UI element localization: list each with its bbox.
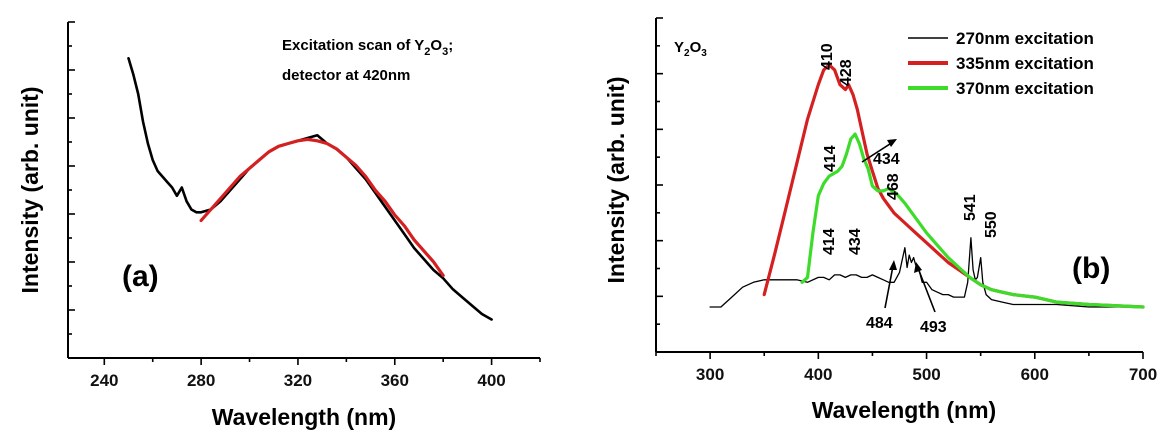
panel-a-x-axis-title: Wavelength (nm) <box>212 404 396 430</box>
panel-a-annotation-line1: Excitation scan of Y2O3; <box>282 37 453 58</box>
x-tick-label: 700 <box>1129 365 1157 384</box>
panel-b-label: (b) <box>1072 252 1110 285</box>
legend-label-370nm: 370nm excitation <box>956 79 1094 98</box>
panel-a-series-0-line <box>127 57 493 321</box>
panel-a-series-1-line <box>199 137 445 278</box>
panel-b-legend: 270nm excitation 335nm excitation 370nm … <box>908 29 1094 98</box>
arrow-434 <box>861 141 894 163</box>
panel-a-label: (a) <box>122 260 159 293</box>
panel-a: 240 280 320 360 400 Wavelength (nm) Intensit… <box>17 21 541 430</box>
peak-label-434-upper: 434 <box>873 151 900 168</box>
arrowhead-493 <box>914 262 922 273</box>
legend-label-270nm: 270nm excitation <box>956 29 1094 48</box>
panel-a-y-axis-title: Intensity (arb. unit) <box>17 87 43 294</box>
x-tick-label: 400 <box>804 365 832 384</box>
x-tick-label: 400 <box>477 371 505 390</box>
panel-a-series <box>127 57 493 321</box>
arrow-493 <box>917 267 936 313</box>
panel-b-y-axis-title: Intensity (arb. unit) <box>603 77 629 284</box>
peak-label-493: 493 <box>920 319 947 336</box>
panel-a-annotation-line2: detector at 420nm <box>282 67 410 84</box>
peak-label-414-lower: 414 <box>821 228 838 255</box>
panel-b-peak-labels: 410 428 434 414 468 414 434 541 550 484 … <box>819 43 1000 336</box>
panel-b-y-ticks <box>656 17 663 353</box>
arrow-484 <box>884 265 894 309</box>
peak-label-541: 541 <box>962 194 979 221</box>
x-tick-label: 600 <box>1021 365 1049 384</box>
panel-b-compound-label: Y2O3 <box>674 39 707 59</box>
panel-b: 300 400 500 600 700 Wavelength (nm) Intensit… <box>603 17 1157 423</box>
arrowhead-434 <box>887 139 897 147</box>
arrowhead-484 <box>889 260 897 270</box>
x-tick-label: 280 <box>187 371 215 390</box>
panel-b-series <box>709 63 1145 309</box>
x-tick-label: 300 <box>696 365 724 384</box>
x-tick-label: 500 <box>912 365 940 384</box>
legend-label-335nm: 335nm excitation <box>956 54 1094 73</box>
peak-label-410: 410 <box>819 43 836 70</box>
x-tick-label: 320 <box>284 371 312 390</box>
peak-label-468: 468 <box>885 173 902 200</box>
peak-label-484: 484 <box>866 315 893 332</box>
panel-b-series-2-line <box>800 132 1145 309</box>
panel-a-y-ticks <box>68 21 75 359</box>
panel-b-series-0-line <box>709 237 1144 308</box>
peak-label-428: 428 <box>838 59 855 86</box>
x-tick-label: 360 <box>381 371 409 390</box>
x-tick-label: 240 <box>90 371 118 390</box>
panel-b-x-axis-title: Wavelength (nm) <box>812 397 996 423</box>
peak-label-550: 550 <box>983 211 1000 238</box>
panel-a-x-ticks: 240 280 320 360 400 <box>90 358 541 390</box>
panel-b-x-ticks: 300 400 500 600 700 <box>655 352 1157 384</box>
peak-label-414-upper: 414 <box>822 145 839 172</box>
peak-label-434-lower: 434 <box>847 228 864 255</box>
